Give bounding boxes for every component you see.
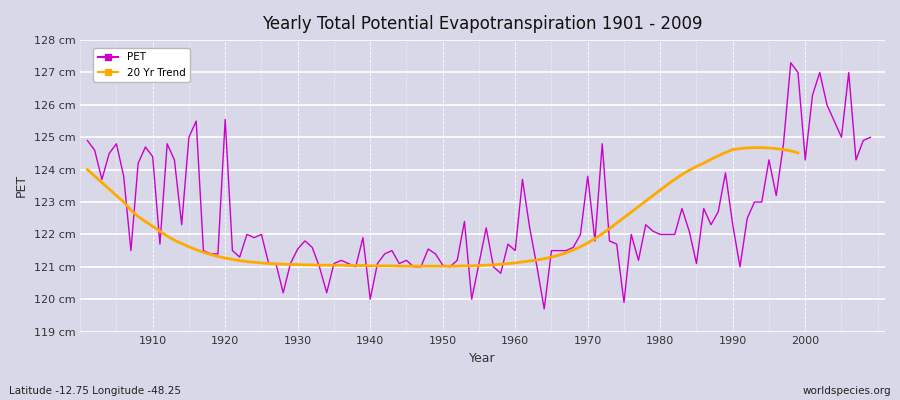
X-axis label: Year: Year <box>469 352 496 365</box>
Text: worldspecies.org: worldspecies.org <box>803 386 891 396</box>
Title: Yearly Total Potential Evapotranspiration 1901 - 2009: Yearly Total Potential Evapotranspiratio… <box>262 15 703 33</box>
Y-axis label: PET: PET <box>15 174 28 198</box>
Legend: PET, 20 Yr Trend: PET, 20 Yr Trend <box>94 48 190 82</box>
Text: Latitude -12.75 Longitude -48.25: Latitude -12.75 Longitude -48.25 <box>9 386 181 396</box>
